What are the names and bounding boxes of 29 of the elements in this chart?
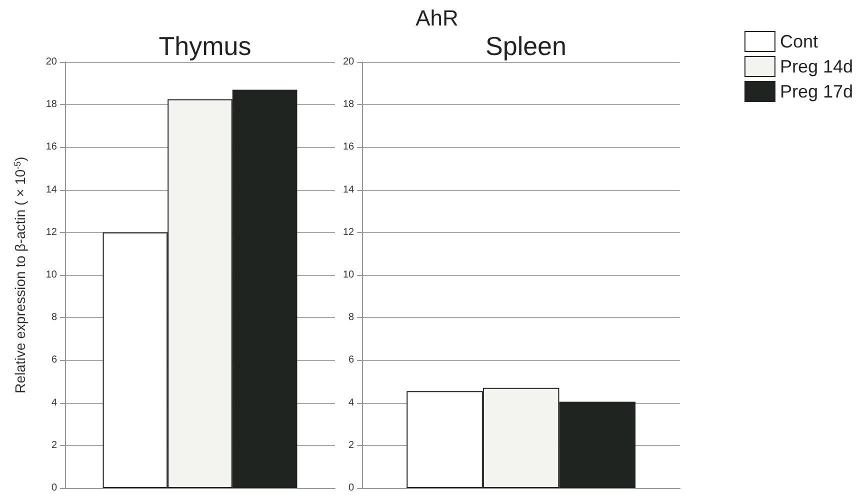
y-tick-label: 4 [51, 397, 58, 408]
y-tick-label: 0 [348, 482, 355, 494]
chart-subtitle: Thymus [158, 31, 252, 61]
legend-label: Cont [780, 32, 818, 52]
y-tick-label: 10 [46, 270, 58, 280]
y-tick-label: 8 [51, 312, 58, 324]
y-tick-label: 10 [343, 270, 355, 280]
y-tick-label: 4 [348, 397, 355, 408]
y-tick-label: 8 [348, 312, 355, 324]
y-tick-label: 20 [46, 56, 58, 68]
y-tick-label: 14 [343, 184, 355, 196]
y-axis-title: Relative expression to β-actin ( × 10-5) [12, 156, 28, 394]
y-tick-label: 2 [51, 440, 58, 451]
y-tick-label: 6 [348, 354, 355, 366]
y-tick-label: 18 [46, 99, 58, 110]
y-tick-label: 18 [343, 99, 355, 110]
legend-label: Preg 14d [780, 56, 854, 76]
y-tick-label: 16 [46, 142, 58, 153]
y-tick-label: 14 [46, 184, 58, 196]
y-tick-label: 16 [343, 142, 355, 153]
y-tick-label: 12 [46, 226, 58, 238]
y-tick-label: 2 [348, 440, 355, 451]
chart-title: AhR [416, 6, 458, 30]
chart-subtitle: Spleen [486, 31, 566, 61]
y-tick-label: 6 [51, 354, 58, 366]
y-tick-label: 12 [343, 226, 355, 238]
y-tick-label: 0 [51, 482, 58, 494]
legend-label: Preg 17d [780, 82, 854, 102]
y-tick-label: 20 [343, 56, 355, 68]
